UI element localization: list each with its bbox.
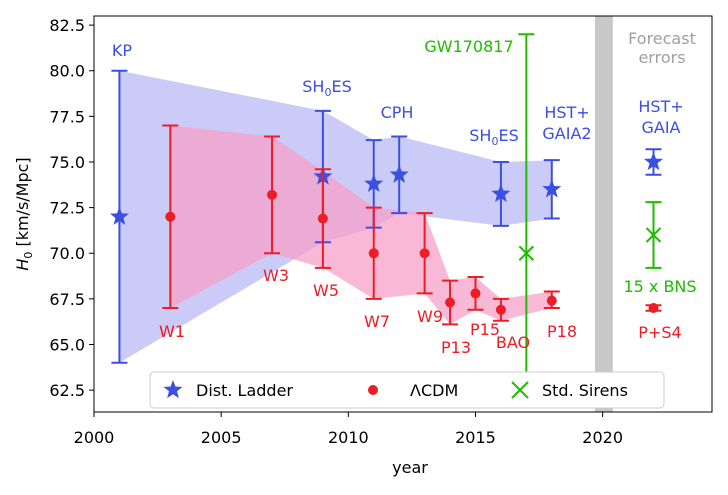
plot-frame [93,15,713,413]
star-marker [364,173,384,192]
circle-marker [165,211,176,222]
label-hst-gaia2-line2: GAIA2 [542,124,591,143]
label-p-s4: P+S4 [638,323,681,342]
label-w5: W5 [313,281,339,300]
y-tick-label: 65.0 [49,335,85,354]
lcdm-point-6 [467,275,484,311]
circle-marker [495,304,506,315]
x-marker [645,227,662,243]
x-tick-label: 2000 [74,428,115,447]
legend-box [149,371,665,409]
lcdm-point-4 [416,212,433,295]
y-tick-label: 72.5 [49,199,85,218]
y-tick-label: 80.0 [49,62,85,81]
legend-label-dist-ladder: Dist. Ladder [196,381,293,400]
label-bao: BAO [496,333,530,352]
star-marker [109,206,129,225]
forecast-label-line2: errors [638,48,685,67]
circle-marker [419,248,430,259]
legend-x-marker [511,381,529,399]
label-gw170817: GW170817 [424,37,513,56]
circle-marker [368,248,379,259]
circle-marker [317,213,328,224]
legend-circle-marker [368,385,378,395]
y-axis-title: H0 [km/s/Mpc] [13,157,35,270]
star-marker [491,183,511,203]
label-15-x-bns: 15 x BNS [623,277,696,296]
label-p18: P18 [547,322,577,341]
x-tick-label: 2005 [201,428,242,447]
forecast-band-layer [595,16,613,412]
circle-marker [470,288,481,299]
y-axis-title-units: [km/s/Mpc] [13,157,32,251]
y-axis-title-subscript: 0 [22,252,35,259]
x-marker [518,245,535,261]
star-marker [389,164,409,183]
x-tick-label: 2020 [582,428,623,447]
label-sh0es-2016: SH0ES [469,126,518,148]
y-tick-label: 82.5 [49,16,85,35]
forecast-band [595,16,613,412]
lcdm-point-5 [442,279,459,326]
dist-ladder-point-0 [109,69,129,364]
uncertainty-bands [119,70,552,363]
lcdm-point-3 [365,206,382,300]
y-tick-label: 67.5 [49,290,85,309]
y-tick-label: 75.0 [49,153,85,172]
circle-marker [267,189,278,200]
label-sh0es-2016-es: ES [498,126,518,145]
label-sh0es-2009-sh: SH [302,77,324,96]
label-w9: W9 [417,307,443,326]
legend-star-marker [163,380,183,399]
y-tick-label: 77.5 [49,107,85,126]
lcdm-point-7 [492,297,509,322]
label-cph: CPH [381,103,414,122]
lcdm-band [170,125,552,325]
forecast-label-line1: Forecast [628,29,696,48]
label-hst-gaia-line2: GAIA [641,118,680,137]
dist-ladder-point-6 [644,148,664,176]
y-tick-label: 70.0 [49,244,85,263]
x-axis-title: year [392,458,428,477]
label-w7: W7 [364,312,390,331]
star-marker [644,151,664,171]
label-sh0es-2009-es: ES [331,77,351,96]
lcdm-point-8 [543,290,560,309]
circle-marker [445,297,456,308]
label-hst-gaia2-line1: HST+ [544,103,589,122]
label-sh0es-2009: SH0ES [302,77,351,99]
point-labels: ForecasterrorsKPSH0ESCPHSH0ESHST+GAIA2HS… [112,29,697,357]
dist-ladder-point-4 [491,160,511,227]
y-tick-label: 62.5 [49,381,85,400]
y-axis-title-symbol: H [13,259,32,271]
legend: Dist. Ladder ΛCDM Std. Sirens [149,371,665,409]
dist-ladder-point-3 [389,135,409,215]
lcdm-point-2 [314,168,331,269]
lcdm-point-1 [264,135,281,255]
legend-label-std-sirens: Std. Sirens [542,381,628,400]
label-sh0es-2016-sh: SH [469,126,491,145]
lcdm-point-9 [645,302,662,313]
label-hst-gaia-line1: HST+ [638,97,683,116]
label-kp: KP [112,41,132,60]
label-sh0es-2009-sub: 0 [324,86,331,99]
std-sirens-point-1 [645,201,662,269]
lcdm-point-0 [162,124,179,309]
x-tick-label: 2015 [455,428,496,447]
label-p13: P13 [441,338,471,357]
label-w1: W1 [159,322,185,341]
legend-label-lcdm: ΛCDM [410,381,458,400]
dist-ladder-point-5 [542,159,562,220]
label-p15: P15 [470,320,500,339]
star-marker [542,179,562,198]
circle-marker [546,295,557,306]
x-tick-label: 2010 [328,428,369,447]
label-sh0es-2016-sub: 0 [491,135,498,148]
label-w3: W3 [263,266,289,285]
axes: 2000 2005 2010 2015 2020 62.5 65.0 67.5 70.0 72.5… [49,16,623,447]
circle-marker [648,302,659,313]
